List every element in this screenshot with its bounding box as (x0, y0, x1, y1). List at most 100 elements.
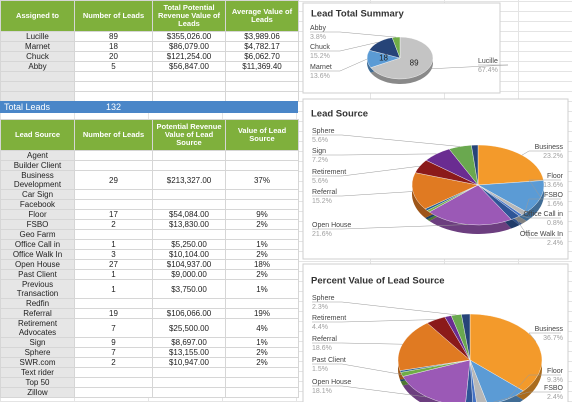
slice-label: Past Client (312, 357, 346, 364)
slice (465, 359, 473, 402)
slice-percent: 7.2% (312, 157, 328, 164)
slice-percent: 2.4% (547, 240, 563, 247)
leader-line (428, 64, 509, 70)
cell: Business Development (0, 170, 75, 190)
slice-percent: 2.4% (547, 394, 563, 401)
slice (461, 313, 471, 361)
slice (411, 172, 479, 210)
slice (391, 36, 401, 59)
leader-line (493, 391, 561, 402)
cell: Assigned to (0, 0, 75, 32)
slice-label: Retirement (312, 315, 346, 322)
slice-label: Open House (312, 379, 351, 386)
cell: Retirement Advocates (0, 318, 75, 338)
leader-line (312, 134, 461, 147)
table-row: Past Client 1 $9,000.00 2% (0, 269, 299, 280)
slice-label: Referral (312, 336, 337, 343)
slice-percent: 2.3% (312, 304, 328, 311)
data-label: 18 (379, 54, 388, 63)
leader-line (312, 301, 457, 316)
slice-label: Business (535, 144, 564, 151)
chart-title: Lead Total Summary (311, 9, 404, 20)
leader-line (520, 215, 561, 219)
slice (477, 144, 544, 186)
assigned-table: Assigned to Number of Leads Total Potentia… (0, 0, 299, 102)
leader-line (524, 198, 561, 214)
slice-percent: 5.6% (312, 178, 328, 185)
table-row: Marnet 18 $86,079.00 $4,782.17 (0, 41, 299, 52)
slice-label: Retirement (312, 169, 346, 176)
slice-percent: 13.6% (310, 73, 330, 80)
leader-line (312, 224, 469, 230)
slice-percent: 4.4% (312, 324, 328, 331)
table-row: Lead Source Number of Leads Potential Reve… (0, 119, 299, 151)
leader-line (312, 342, 403, 345)
slice-percent: 1.5% (312, 366, 328, 373)
leader-line (312, 385, 428, 398)
slice-label: FSBO (544, 385, 564, 392)
cell: Number of Leads (74, 119, 153, 151)
slice-label: Sphere (312, 128, 335, 135)
table-row: Retirement Advocates 7 $25,500.00 4% (0, 318, 299, 338)
chart-title: Lead Source (311, 109, 368, 120)
slice (469, 359, 477, 402)
slice-percent: 0.8% (547, 220, 563, 227)
chart-title: Percent Value of Lead Source (311, 276, 445, 287)
slice-label: Office Call in (523, 211, 563, 218)
slice-percent: 13.6% (543, 182, 563, 189)
slice-percent: 23.2% (543, 153, 563, 160)
data-label: 89 (410, 59, 419, 68)
slice (471, 144, 479, 186)
cell: Potential Revenue Value of Lead Source (152, 119, 226, 151)
leader-line (506, 374, 561, 400)
leader-line (528, 332, 561, 342)
total-label: Total Leads (4, 102, 51, 112)
leader-line (312, 319, 436, 323)
slice-percent: 15.2% (312, 198, 332, 205)
slice-percent: 3.8% (310, 34, 326, 41)
leader-line (312, 191, 413, 197)
slice-percent: 15.2% (310, 53, 330, 60)
cell (225, 387, 299, 398)
leader-line (312, 153, 437, 156)
cell: Previous Transaction (0, 279, 75, 299)
slice-label: Office Walk In (520, 231, 563, 238)
slice-label: Referral (312, 189, 337, 196)
source-table: Lead Source Number of Leads Potential Reve… (0, 119, 299, 398)
total-bar: Total Leads 132 (0, 101, 298, 113)
leader-line (515, 217, 561, 239)
slice-percent: 36.7% (543, 335, 563, 342)
cell: Number of Leads (74, 0, 153, 32)
slice-label: Business (535, 326, 564, 333)
slice-label: Floor (547, 368, 564, 375)
table-row: Zillow (0, 387, 299, 398)
slice-percent: 67.4% (478, 67, 498, 74)
slice-percent: 18.1% (312, 388, 332, 395)
leader-line (310, 58, 368, 72)
table-row: Assigned to Number of Leads Total Potentia… (0, 0, 299, 32)
slice-label: Chuck (310, 44, 330, 51)
slice-label: Abby (310, 25, 326, 32)
leader-line (528, 179, 561, 198)
cell: Value of Lead Source (225, 119, 299, 151)
slice-percent: 9.3% (547, 377, 563, 384)
table-row: Chuck 20 $121,254.00 $6,062.70 (0, 51, 299, 62)
slice-label: Marnet (310, 64, 332, 71)
slice-percent: 21.6% (312, 231, 332, 238)
slice (370, 36, 434, 80)
slice-label: FSBO (544, 192, 564, 199)
leader-line (310, 41, 379, 52)
slice-label: Sphere (312, 295, 335, 302)
leader-line (310, 31, 397, 38)
slice-label: Floor (547, 173, 564, 180)
slice-label: Open House (312, 222, 351, 229)
total-value: 132 (106, 102, 122, 112)
cell: Total Potential Revenue Value of Leads (152, 0, 226, 32)
slice-percent: 1.6% (547, 201, 563, 208)
leader-line (521, 150, 561, 156)
table-row: Business Development 29 $213,327.00 37% (0, 170, 299, 190)
cell: Lead Source (0, 119, 75, 151)
slice-label: Sign (312, 148, 326, 155)
